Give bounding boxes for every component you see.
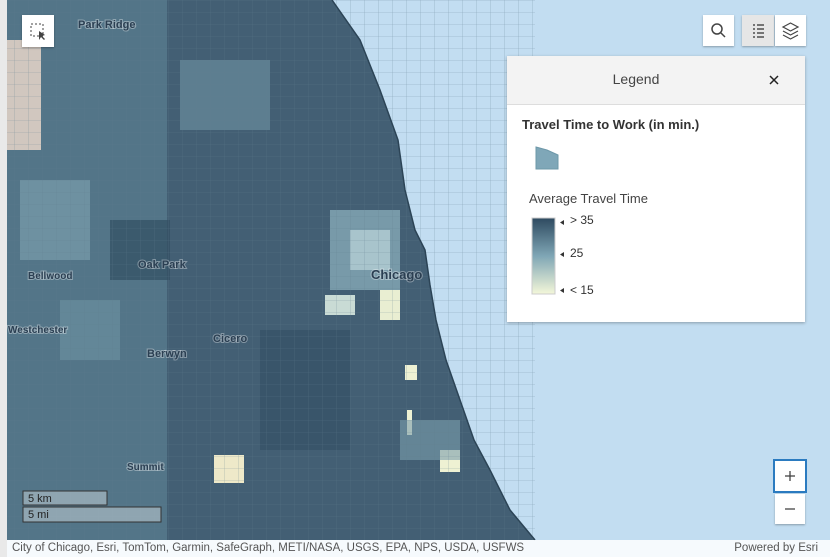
place-label: Summit xyxy=(127,462,164,473)
scale-bar-mi xyxy=(22,506,162,523)
place-label: Bellwood xyxy=(28,271,72,282)
shoreline xyxy=(331,0,536,541)
scale-bar-km xyxy=(22,490,108,506)
legend-panel: Legend Travel Time to Work (in min.) Ave… xyxy=(507,56,805,322)
place-label: Park Ridge xyxy=(78,19,135,31)
scale-label: 5 mi xyxy=(28,509,49,521)
place-label: Berwyn xyxy=(147,348,187,360)
select-icon xyxy=(30,23,45,40)
legend-button[interactable] xyxy=(742,15,774,46)
attribution-bar: City of Chicago, Esri, TomTom, Garmin, S… xyxy=(7,540,830,557)
legend-heading: Legend xyxy=(612,71,660,87)
place-label: Chicago xyxy=(371,267,422,282)
zoom-in-button[interactable] xyxy=(773,459,807,493)
place-label: Westchester xyxy=(8,325,67,336)
ramp-label: 25 xyxy=(570,246,584,260)
place-label: Oak Park xyxy=(138,259,187,271)
layer-title: Travel Time to Work (in min.) xyxy=(522,117,700,132)
close-button[interactable] xyxy=(768,74,780,86)
field-title: Average Travel Time xyxy=(529,191,648,206)
list-icon xyxy=(753,24,764,38)
tracts xyxy=(7,0,535,540)
layers-button[interactable] xyxy=(775,15,806,46)
scale-label: 5 km xyxy=(28,493,52,505)
search-icon xyxy=(711,23,726,38)
select-button[interactable] xyxy=(22,15,54,47)
minus-icon xyxy=(785,508,795,510)
ramp-label: < 15 xyxy=(570,283,594,297)
plus-icon xyxy=(785,471,795,481)
layers-icon xyxy=(781,22,800,40)
zoom-out-button[interactable] xyxy=(775,494,805,524)
search-button[interactable] xyxy=(703,15,734,46)
color-ramp xyxy=(531,217,564,295)
layer-swatch xyxy=(535,146,559,170)
edge xyxy=(0,0,7,557)
ramp-label: > 35 xyxy=(570,213,594,227)
legend-header: Legend xyxy=(507,56,805,105)
attribution: City of Chicago, Esri, TomTom, Garmin, S… xyxy=(12,542,525,554)
powered-by: Powered by Esri xyxy=(734,542,818,554)
place-label: Cicero xyxy=(213,333,248,345)
